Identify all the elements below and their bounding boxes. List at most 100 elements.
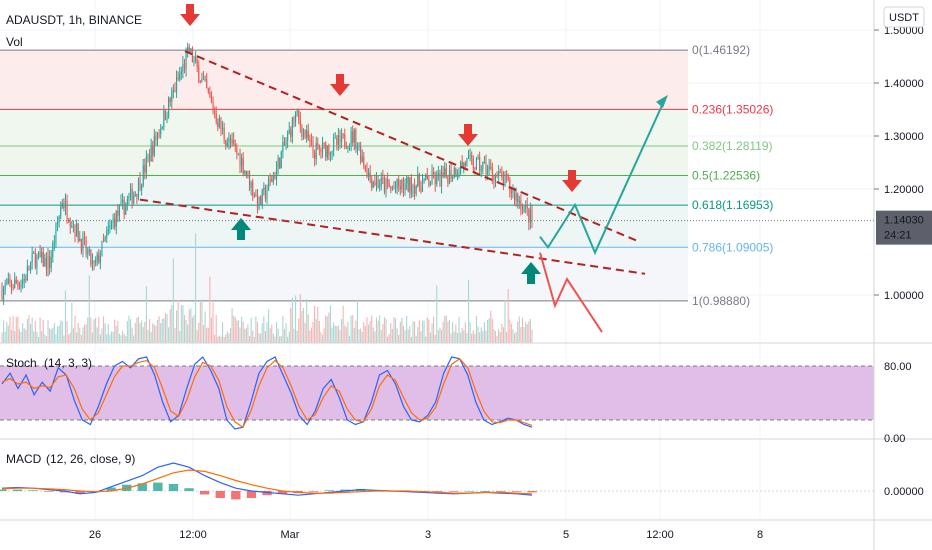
volume-bar bbox=[107, 324, 109, 343]
volume-bar bbox=[393, 316, 395, 343]
volume-bar bbox=[328, 312, 330, 343]
volume-bar bbox=[179, 331, 181, 343]
currency-button[interactable]: USDT bbox=[883, 6, 925, 28]
candle-body bbox=[471, 155, 473, 159]
volume-bar bbox=[477, 326, 479, 343]
volume-label[interactable]: Vol bbox=[6, 35, 23, 49]
candle-body bbox=[131, 188, 133, 204]
volume-bar bbox=[390, 323, 392, 343]
volume-bar bbox=[491, 318, 493, 343]
volume-bar bbox=[513, 333, 516, 343]
volume-bar bbox=[418, 320, 420, 343]
volume-bar bbox=[242, 321, 244, 343]
volume-bar bbox=[166, 314, 168, 343]
time-tick-label: 5 bbox=[563, 529, 569, 541]
fib-open-paren: ( bbox=[722, 198, 726, 212]
volume-bar bbox=[372, 327, 374, 343]
fib-open-paren: ( bbox=[722, 139, 726, 153]
candle-body bbox=[150, 145, 152, 162]
candle-body bbox=[47, 255, 49, 269]
price-tick-label: 1.40000 bbox=[884, 78, 924, 90]
candle-body bbox=[234, 144, 236, 147]
candle-body bbox=[364, 165, 366, 170]
candle-body bbox=[296, 110, 298, 112]
volume-bar bbox=[258, 333, 260, 343]
fib-ratio: 0.786 bbox=[692, 240, 722, 254]
candle-body bbox=[325, 143, 327, 158]
volume-bar bbox=[285, 322, 287, 343]
volume-bar bbox=[385, 318, 387, 343]
candle-body bbox=[52, 242, 54, 258]
volume-bar bbox=[528, 321, 530, 343]
volume-bar bbox=[225, 334, 227, 343]
volume-bar bbox=[298, 318, 300, 343]
candle-body bbox=[193, 59, 195, 63]
fib-close-paren: ) bbox=[769, 102, 773, 116]
time-axis[interactable]: 26 12:00 Mar 3 5 12:00 8 bbox=[89, 529, 763, 541]
macd-title[interactable]: MACD bbox=[6, 452, 42, 466]
candle-body bbox=[145, 156, 147, 173]
volume-bar bbox=[361, 331, 363, 343]
volume-bar bbox=[318, 320, 320, 343]
stoch-d-line bbox=[1, 358, 533, 429]
candle-body bbox=[293, 117, 295, 123]
volume-bar bbox=[239, 327, 241, 343]
volume-bar bbox=[99, 334, 101, 343]
fib-price: 1.35026 bbox=[726, 102, 770, 116]
volume-bar bbox=[448, 319, 451, 343]
candle-body bbox=[320, 148, 322, 153]
candle-body bbox=[437, 172, 439, 174]
volume-bar bbox=[60, 320, 62, 343]
volume-bar bbox=[168, 327, 170, 343]
volume-bar bbox=[485, 330, 487, 343]
candle-body bbox=[433, 172, 435, 178]
candle-body bbox=[488, 166, 490, 170]
volume-bar bbox=[236, 320, 238, 343]
currency-button-label: USDT bbox=[889, 12, 919, 24]
volume-bar bbox=[387, 336, 389, 343]
volume-bar bbox=[37, 336, 40, 343]
stoch-band bbox=[0, 366, 874, 420]
volume-bar bbox=[429, 332, 431, 343]
volume-bar bbox=[488, 318, 490, 343]
macd-histogram-bar bbox=[215, 491, 225, 498]
volume-bar bbox=[183, 314, 186, 343]
candle-body bbox=[268, 179, 270, 191]
sell-arrow-icon bbox=[562, 170, 582, 192]
volume-bar bbox=[220, 336, 222, 343]
volume-bar bbox=[510, 323, 512, 343]
volume-bar bbox=[310, 327, 312, 343]
price-axis[interactable]: 1.50000 1.40000 1.30000 1.20000 1.00000 1.140… bbox=[0, 25, 932, 498]
fib-labels: 0(1.46192)0.236(1.35026)0.382(1.28119)0.… bbox=[692, 43, 773, 308]
candle-body bbox=[380, 177, 382, 186]
volume-bar bbox=[466, 332, 468, 343]
candle-body bbox=[104, 236, 106, 242]
candle-body bbox=[328, 145, 330, 155]
volume-bar bbox=[402, 325, 405, 343]
candle-body bbox=[223, 127, 225, 141]
volume-bar bbox=[498, 328, 500, 343]
volume-bar bbox=[287, 336, 289, 343]
volume-bar bbox=[139, 322, 141, 343]
volume-bar bbox=[401, 318, 403, 343]
symbol-title[interactable]: ADAUSDT, 1h, BINANCE bbox=[6, 13, 142, 27]
volume-bar bbox=[237, 320, 239, 343]
candle-body bbox=[333, 138, 335, 151]
macd-histogram-bar bbox=[309, 491, 319, 492]
candle-body bbox=[182, 63, 184, 72]
volume-bar bbox=[269, 328, 271, 343]
candle-body bbox=[456, 174, 458, 177]
candle-body bbox=[214, 111, 216, 114]
candle-body bbox=[255, 194, 257, 197]
volume-bar bbox=[421, 320, 424, 343]
candle-body bbox=[120, 201, 122, 206]
macd-histogram-bar bbox=[59, 491, 70, 493]
candle-body bbox=[212, 102, 214, 112]
candle-body bbox=[288, 129, 290, 134]
projection-path bbox=[539, 98, 666, 256]
volume-bar bbox=[4, 331, 6, 343]
volume-bar bbox=[44, 334, 46, 343]
candle-body bbox=[112, 218, 114, 223]
stoch-title[interactable]: Stoch bbox=[6, 356, 37, 370]
